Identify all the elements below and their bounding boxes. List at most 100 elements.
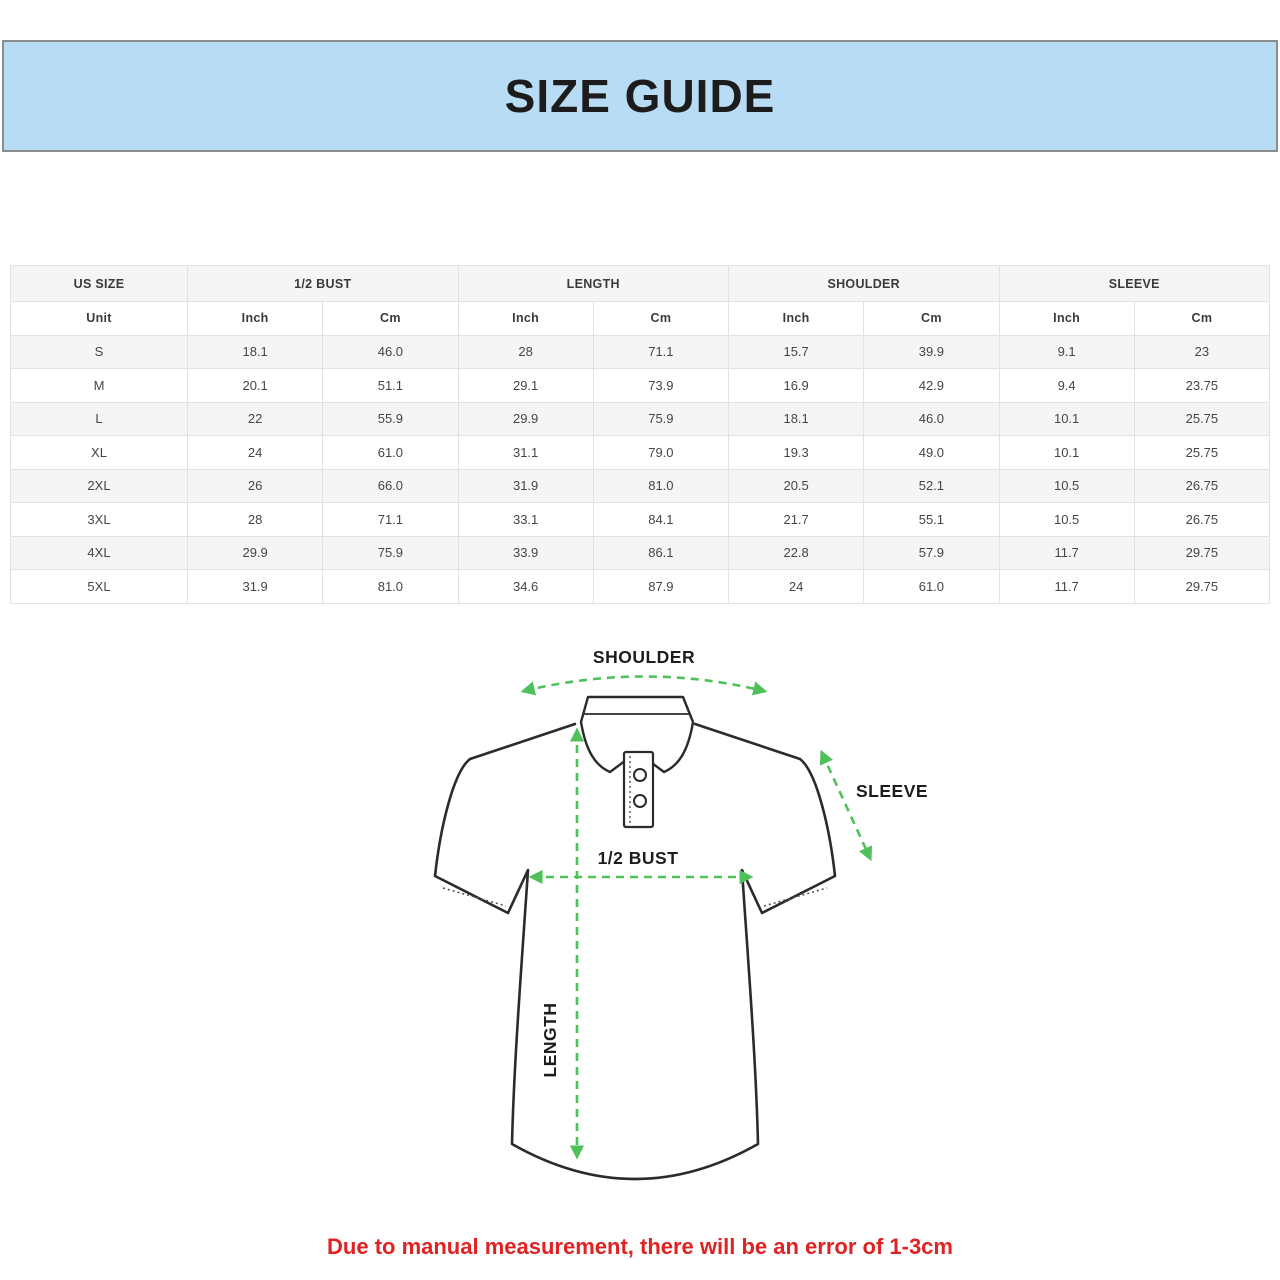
value-cell: 22 xyxy=(186,401,324,436)
unit-cm: Cm xyxy=(1133,301,1271,336)
placket xyxy=(622,750,655,829)
value-cell: 34.6 xyxy=(457,569,594,604)
table-group-header-row: US SIZE 1/2 BUST LENGTH SHOULDER SLEEVE xyxy=(10,265,1270,302)
unit-inch: Inch xyxy=(727,301,865,336)
column-header-sleeve: SLEEVE xyxy=(998,265,1270,302)
size-cell: 3XL xyxy=(10,502,188,537)
value-cell: 22.8 xyxy=(727,535,865,570)
unit-cm: Cm xyxy=(863,301,1000,336)
value-cell: 20.1 xyxy=(186,368,324,403)
table-row: S 18.1 46.0 28 71.1 15.7 39.9 9.1 23 xyxy=(10,334,1271,369)
value-cell: 55.1 xyxy=(863,502,1000,537)
table-row: 2XL 26 66.0 31.9 81.0 20.5 52.1 10.5 26.75 xyxy=(10,468,1271,503)
unit-inch: Inch xyxy=(998,301,1135,336)
column-header-shoulder: SHOULDER xyxy=(728,265,1000,302)
shirt-outline xyxy=(433,722,837,1181)
value-cell: 31.1 xyxy=(457,435,594,470)
size-chart-table: US SIZE 1/2 BUST LENGTH SHOULDER SLEEVE … xyxy=(10,265,1271,604)
value-cell: 10.1 xyxy=(998,401,1135,436)
value-cell: 81.0 xyxy=(322,569,459,604)
value-cell: 84.1 xyxy=(592,502,730,537)
size-cell: S xyxy=(10,334,188,369)
size-cell: XL xyxy=(10,435,188,470)
value-cell: 61.0 xyxy=(863,569,1000,604)
unit-inch: Inch xyxy=(186,301,324,336)
shoulder-label: SHOULDER xyxy=(593,647,695,667)
value-cell: 28 xyxy=(457,334,594,369)
table-unit-header-row: Unit Inch Cm Inch Cm Inch Cm Inch Cm xyxy=(10,301,1271,336)
value-cell: 57.9 xyxy=(863,535,1000,570)
value-cell: 9.1 xyxy=(998,334,1135,369)
value-cell: 29.1 xyxy=(457,368,594,403)
table-row: 4XL 29.9 75.9 33.9 86.1 22.8 57.9 11.7 29.75 xyxy=(10,535,1271,570)
value-cell: 10.5 xyxy=(998,502,1135,537)
value-cell: 24 xyxy=(727,569,865,604)
length-label: LENGTH xyxy=(540,1003,560,1078)
left-sleeve-stitch xyxy=(442,887,507,907)
value-cell: 23 xyxy=(1133,334,1271,369)
value-cell: 52.1 xyxy=(863,468,1000,503)
value-cell: 42.9 xyxy=(863,368,1000,403)
value-cell: 71.1 xyxy=(322,502,459,537)
size-cell: L xyxy=(10,401,188,436)
value-cell: 29.75 xyxy=(1133,569,1271,604)
column-header-bust: 1/2 BUST xyxy=(187,265,459,302)
size-guide-banner: SIZE GUIDE xyxy=(2,40,1278,152)
table-row: 5XL 31.9 81.0 34.6 87.9 24 61.0 11.7 29.75 xyxy=(10,569,1271,604)
sleeve-label: SLEEVE xyxy=(856,781,928,801)
value-cell: 75.9 xyxy=(592,401,730,436)
table-row: XL 24 61.0 31.1 79.0 19.3 49.0 10.1 25.75 xyxy=(10,435,1271,470)
value-cell: 26.75 xyxy=(1133,502,1271,537)
value-cell: 39.9 xyxy=(863,334,1000,369)
measurement-diagram: SHOULDER SLEEVE 1/2 BUST LENGTH xyxy=(433,647,928,1181)
right-sleeve-stitch xyxy=(763,887,828,907)
bust-label: 1/2 BUST xyxy=(598,848,679,868)
value-cell: 86.1 xyxy=(592,535,730,570)
value-cell: 33.9 xyxy=(457,535,594,570)
unit-inch: Inch xyxy=(457,301,594,336)
value-cell: 71.1 xyxy=(592,334,730,369)
size-cell: M xyxy=(10,368,188,403)
unit-cm: Cm xyxy=(322,301,459,336)
measurement-note: Due to manual measurement, there will be… xyxy=(327,1234,953,1259)
value-cell: 21.7 xyxy=(727,502,865,537)
column-header-us-size: US SIZE xyxy=(10,265,188,302)
value-cell: 75.9 xyxy=(322,535,459,570)
value-cell: 33.1 xyxy=(457,502,594,537)
sleeve-measure-arrow xyxy=(819,749,873,862)
value-cell: 61.0 xyxy=(322,435,459,470)
value-cell: 73.9 xyxy=(592,368,730,403)
value-cell: 55.9 xyxy=(322,401,459,436)
value-cell: 29.9 xyxy=(457,401,594,436)
unit-label: Unit xyxy=(10,301,188,336)
table-row: 3XL 28 71.1 33.1 84.1 21.7 55.1 10.5 26.75 xyxy=(10,502,1271,537)
size-table-body: S 18.1 46.0 28 71.1 15.7 39.9 9.1 23 M 20.1 51.1 29.… xyxy=(10,334,1271,604)
value-cell: 11.7 xyxy=(998,569,1135,604)
value-cell: 16.9 xyxy=(727,368,865,403)
size-cell: 2XL xyxy=(10,468,188,503)
column-header-length: LENGTH xyxy=(457,265,729,302)
value-cell: 87.9 xyxy=(592,569,730,604)
value-cell: 51.1 xyxy=(322,368,459,403)
value-cell: 29.9 xyxy=(186,535,324,570)
value-cell: 10.5 xyxy=(998,468,1135,503)
value-cell: 79.0 xyxy=(592,435,730,470)
value-cell: 81.0 xyxy=(592,468,730,503)
value-cell: 25.75 xyxy=(1133,435,1271,470)
value-cell: 18.1 xyxy=(727,401,865,436)
unit-cm: Cm xyxy=(592,301,730,336)
value-cell: 28 xyxy=(186,502,324,537)
value-cell: 46.0 xyxy=(322,334,459,369)
value-cell: 10.1 xyxy=(998,435,1135,470)
value-cell: 25.75 xyxy=(1133,401,1271,436)
value-cell: 29.75 xyxy=(1133,535,1271,570)
value-cell: 18.1 xyxy=(186,334,324,369)
value-cell: 31.9 xyxy=(457,468,594,503)
value-cell: 26.75 xyxy=(1133,468,1271,503)
value-cell: 24 xyxy=(186,435,324,470)
value-cell: 11.7 xyxy=(998,535,1135,570)
button-icon xyxy=(633,794,647,808)
table-row: M 20.1 51.1 29.1 73.9 16.9 42.9 9.4 23.75 xyxy=(10,368,1271,403)
value-cell: 31.9 xyxy=(186,569,324,604)
value-cell: 26 xyxy=(186,468,324,503)
